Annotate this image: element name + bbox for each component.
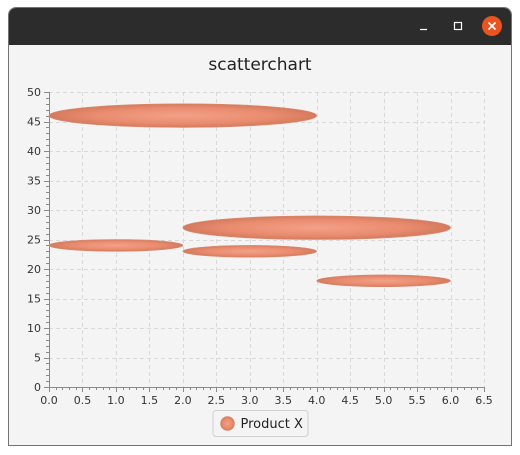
x-tick-label: 0.5 bbox=[74, 394, 92, 407]
title-bar[interactable] bbox=[9, 8, 511, 45]
x-tick-label: 2.5 bbox=[208, 394, 226, 407]
x-tick-label: 1.0 bbox=[107, 394, 125, 407]
tick-labels: 0.0 0.5 1.0 1.5 2.0 2.5 3.0 3.5 4.0 4.5 5.0 5.5 6.0 6… bbox=[27, 86, 493, 407]
x-tick-label: 5.5 bbox=[408, 394, 426, 407]
y-tick-label: 25 bbox=[27, 234, 41, 247]
y-tick-label: 35 bbox=[27, 175, 41, 188]
data-bubble bbox=[316, 274, 451, 288]
x-tick-label: 4.0 bbox=[308, 394, 326, 407]
x-tick-label: 3.5 bbox=[274, 394, 292, 407]
y-tick-label: 50 bbox=[27, 86, 41, 99]
legend: Product X bbox=[212, 410, 309, 437]
data-bubble bbox=[182, 215, 451, 240]
y-tick-label: 10 bbox=[27, 322, 41, 335]
grid-lines bbox=[49, 92, 485, 387]
legend-symbol bbox=[220, 416, 235, 431]
x-tick-label: 0.0 bbox=[40, 394, 58, 407]
y-tick-label: 45 bbox=[27, 116, 41, 129]
data-bubble bbox=[182, 245, 317, 258]
close-button[interactable] bbox=[482, 16, 502, 36]
x-tick-label: 4.5 bbox=[341, 394, 359, 407]
legend-label: Product X bbox=[241, 417, 303, 432]
y-tick-label: 0 bbox=[34, 381, 41, 394]
maximize-button[interactable] bbox=[448, 16, 468, 36]
data-bubble bbox=[48, 103, 317, 128]
y-tick-label: 30 bbox=[27, 204, 41, 217]
legend-box bbox=[212, 410, 309, 437]
y-tick-label: 5 bbox=[34, 352, 41, 365]
y-tick-label: 15 bbox=[27, 293, 41, 306]
x-tick-label: 6.0 bbox=[442, 394, 460, 407]
chart-title: scatterchart bbox=[208, 55, 312, 75]
x-tick-label: 2.0 bbox=[174, 394, 192, 407]
scatter-chart: scatterchart 0.0 0.5 1.0 1.5 2.0 2.5 3.0 3.5 4.0… bbox=[27, 55, 493, 437]
close-icon bbox=[487, 21, 497, 31]
x-tick-label: 6.5 bbox=[475, 394, 493, 407]
data-bubble bbox=[48, 239, 184, 252]
data-bubbles bbox=[48, 103, 451, 288]
x-tick-label: 3.0 bbox=[241, 394, 259, 407]
axes bbox=[44, 92, 485, 392]
y-tick-label: 20 bbox=[27, 263, 41, 276]
maximize-icon bbox=[453, 21, 463, 31]
y-tick-label: 40 bbox=[27, 145, 41, 158]
minimize-icon bbox=[420, 28, 427, 31]
minimize-button[interactable] bbox=[414, 16, 434, 36]
x-tick-label: 1.5 bbox=[141, 394, 159, 407]
x-tick-label: 5.0 bbox=[375, 394, 393, 407]
chart-area: scatterchart 0.0 0.5 1.0 1.5 2.0 2.5 3.0 3.5 4.0… bbox=[9, 45, 511, 445]
app-window: scatterchart 0.0 0.5 1.0 1.5 2.0 2.5 3.0 3.5 4.0… bbox=[9, 8, 511, 445]
